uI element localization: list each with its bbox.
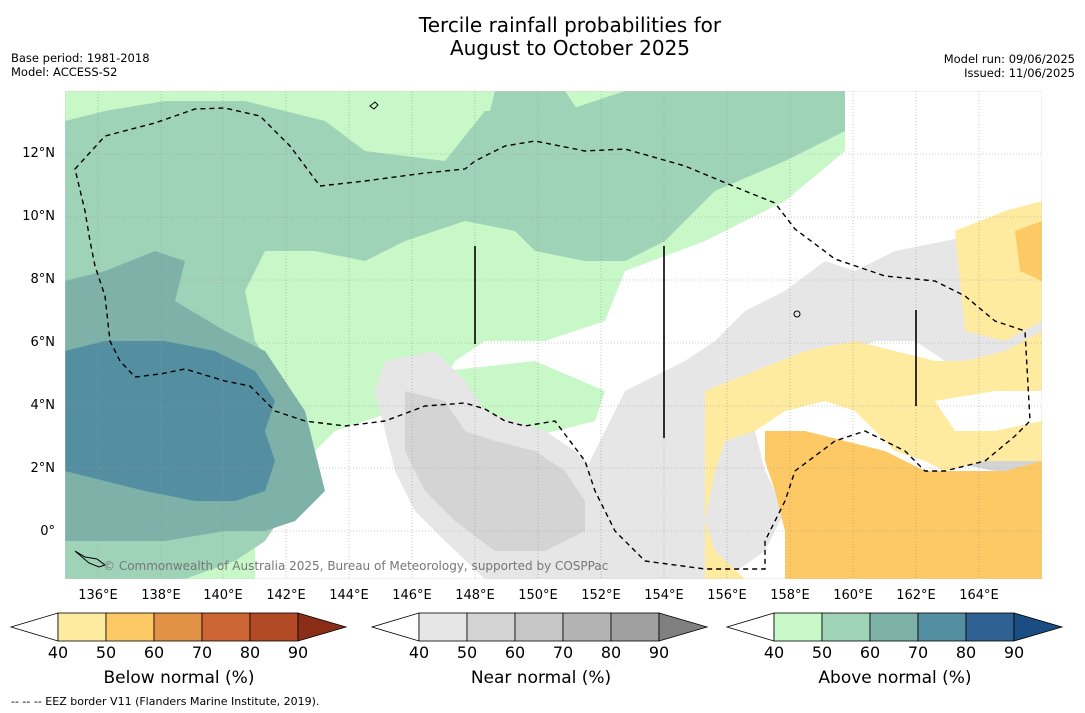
lat-label-6n: 6°N: [30, 335, 56, 350]
lon-label-136e: 136°E: [78, 588, 118, 603]
colorbar-below-normal: [10, 612, 348, 642]
lat-label-10n: 10°N: [22, 209, 55, 224]
lon-label-148e: 148°E: [455, 588, 495, 603]
lon-label-164e: 164°E: [959, 588, 999, 603]
eez-footnote: -- -- -- EEZ border V11 (Flanders Marine…: [11, 695, 320, 708]
lat-label-12n: 12°N: [22, 146, 55, 161]
lon-label-152e: 152°E: [581, 588, 621, 603]
colorbar-above-normal: [726, 612, 1064, 642]
colorbar-segment: [821, 612, 871, 642]
above-60-top: [485, 91, 585, 136]
near-normal-label: Near normal (%): [470, 668, 612, 688]
colorbar-segment: [869, 612, 919, 642]
colorbar-tick-label: 50: [456, 643, 478, 662]
colorbar-tick-label: 70: [907, 643, 929, 662]
colorbar-tick-label: 70: [552, 643, 574, 662]
probability-map: © Commonwealth of Australia 2025, Bureau…: [65, 91, 1042, 579]
colorbar-segment: [610, 612, 660, 642]
colorbar-segment: [201, 612, 251, 642]
meta-right: Model run: 09/06/2025 Issued: 11/06/2025: [944, 52, 1075, 80]
lat-label-4n: 4°N: [30, 398, 56, 413]
colorbar-max-extension: [658, 612, 709, 642]
colorbar-tick-label: 40: [47, 643, 69, 662]
colorbar-tick-label: 80: [955, 643, 977, 662]
colorbar-tick-label: 40: [408, 643, 430, 662]
colorbar-near-normal: [371, 612, 709, 642]
colorbar-tick-label: 60: [504, 643, 526, 662]
base-period-text: Base period: 1981-2018: [11, 51, 150, 65]
lat-label-8n: 8°N: [30, 272, 56, 287]
lon-label-144e: 144°E: [329, 588, 369, 603]
lon-label-140e: 140°E: [203, 588, 243, 603]
no-signal-east: [935, 391, 1042, 431]
lon-label-162e: 162°E: [896, 588, 936, 603]
colorbar-segment: [153, 612, 203, 642]
colorbar-tick-label: 80: [600, 643, 622, 662]
eez-border-palau: [74, 107, 1031, 570]
copyright-text: © Commonwealth of Australia 2025, Bureau…: [103, 559, 608, 573]
colorbar-tick-label: 60: [143, 643, 165, 662]
model-run-text: Model run: 09/06/2025: [943, 52, 1075, 66]
near-40-region: [545, 91, 1042, 579]
colorbar-tick-label: 60: [859, 643, 881, 662]
meta-left: Base period: 1981-2018 Model: ACCESS-S2: [11, 51, 150, 79]
colorbar-tick-label: 40: [763, 643, 785, 662]
below-50-ne: [1015, 221, 1042, 281]
colorbar-min-extension: [10, 612, 59, 642]
above-normal-label: Above normal (%): [818, 668, 972, 688]
colorbar-segment: [562, 612, 612, 642]
colorbar-min-extension: [726, 612, 775, 642]
region-divider-lines: [474, 246, 917, 438]
colorbar-segment: [249, 612, 299, 642]
title-line-2: August to October 2025: [449, 36, 691, 60]
below-normal-label: Below normal (%): [103, 668, 255, 688]
lon-label-142e: 142°E: [266, 588, 306, 603]
colorbar-segment: [965, 612, 1015, 642]
colorbar-tick-label: 90: [648, 643, 670, 662]
lat-label-0: 0°: [40, 524, 55, 539]
lat-label-2n: 2°N: [30, 461, 56, 476]
lon-label-160e: 160°E: [833, 588, 873, 603]
colorbar-tick-label: 70: [191, 643, 213, 662]
colorbar-segment: [773, 612, 823, 642]
colorbar-segment: [514, 612, 564, 642]
lon-label-156e: 156°E: [707, 588, 747, 603]
colorbar-tick-label: 50: [95, 643, 117, 662]
colorbar-segment: [418, 612, 468, 642]
colorbar-segment: [917, 612, 967, 642]
colorbar-min-extension: [371, 612, 420, 642]
colorbar-tick-label: 90: [287, 643, 309, 662]
colorbar-max-extension: [297, 612, 348, 642]
below-50-region: [765, 431, 1042, 579]
lon-label-146e: 146°E: [392, 588, 432, 603]
lon-label-150e: 150°E: [518, 588, 558, 603]
island-outlines: [74, 101, 801, 568]
colorbar-max-extension: [1013, 612, 1064, 642]
colorbar-segment: [105, 612, 155, 642]
colorbar-segment: [466, 612, 516, 642]
near-50-central: [405, 391, 585, 551]
colorbar-tick-label: 80: [239, 643, 261, 662]
colorbar-segment: [57, 612, 107, 642]
lon-label-158e: 158°E: [770, 588, 810, 603]
below-40-region: [705, 331, 1042, 579]
title-line-1: Tercile rainfall probabilities for: [418, 13, 722, 37]
model-text: Model: ACCESS-S2: [11, 65, 118, 79]
colorbar-tick-label: 90: [1003, 643, 1025, 662]
lon-label-138e: 138°E: [141, 588, 181, 603]
lon-label-154e: 154°E: [644, 588, 684, 603]
chart-title: Tercile rainfall probabilities for Augus…: [0, 14, 1085, 60]
grid-lines: [65, 91, 1042, 579]
above-80-region: [65, 341, 275, 501]
colorbar-tick-label: 50: [811, 643, 833, 662]
issued-text: Issued: 11/06/2025: [964, 66, 1075, 80]
